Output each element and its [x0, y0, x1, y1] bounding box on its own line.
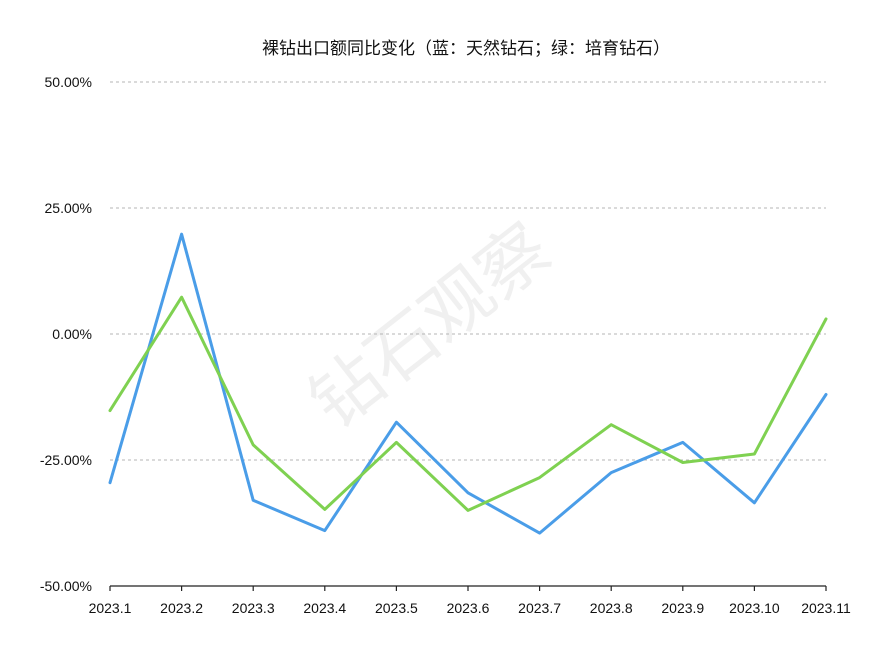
y-tick-label: -25.00% [40, 452, 92, 468]
watermark-text: 钻石观察 [295, 208, 566, 445]
chart-title: 裸钻出口额同比变化（蓝：天然钻石；绿：培育钻石） [262, 39, 670, 59]
x-tick-label: 2023.4 [303, 600, 346, 616]
x-tick-label: 2023.1 [89, 600, 132, 616]
y-tick-label: 50.00% [45, 74, 92, 90]
series-line-2 [108, 295, 828, 512]
x-tick-label: 2023.10 [729, 600, 780, 616]
x-axis-tick-labels: 2023.1 2023.2 2023.3 2023.4 2023.5 2023.6 2023… [89, 600, 851, 616]
x-tick-label: 2023.3 [232, 600, 275, 616]
x-axis [109, 585, 827, 591]
x-tick-label: 2023.11 [801, 600, 851, 616]
y-tick-label: -50.00% [40, 578, 92, 594]
x-tick-label: 2023.2 [160, 600, 203, 616]
x-tick-label: 2023.5 [375, 600, 418, 616]
y-tick-label: 25.00% [45, 200, 92, 216]
x-tick-label: 2023.7 [518, 600, 561, 616]
y-axis-tick-labels: -50.00% -25.00% 0.00% 25.00% 50.00% [40, 74, 92, 594]
x-tick-label: 2023.9 [661, 600, 704, 616]
y-tick-label: 0.00% [52, 326, 92, 342]
series-line-1 [108, 232, 828, 535]
x-tick-label: 2023.8 [590, 600, 633, 616]
x-tick-label: 2023.6 [447, 600, 490, 616]
series-lines [108, 232, 828, 535]
